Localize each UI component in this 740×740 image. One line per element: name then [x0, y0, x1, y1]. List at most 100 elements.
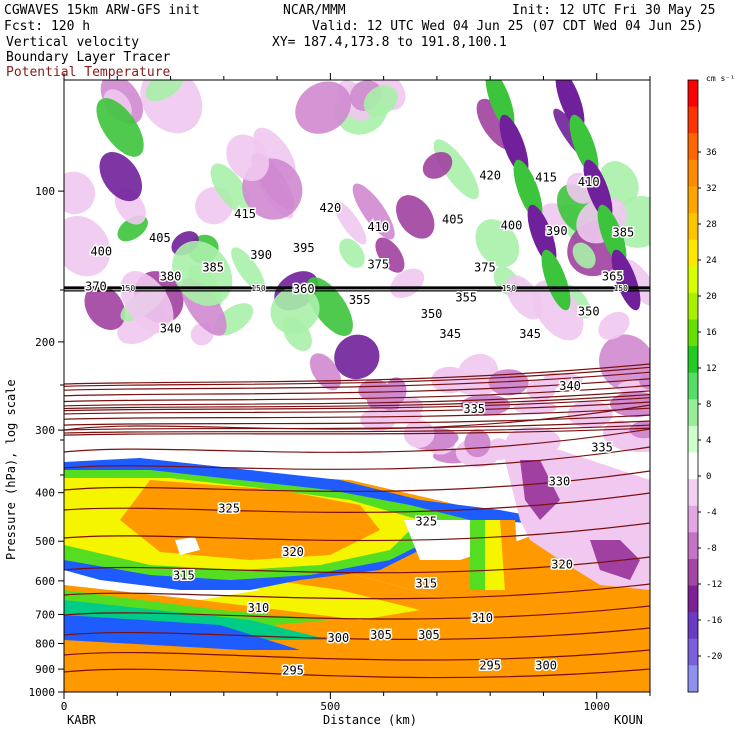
- theta-contour: [64, 668, 650, 679]
- colorbar-swatch: [688, 665, 698, 693]
- theta-contour: [64, 407, 650, 420]
- colorbar-swatch: [688, 266, 698, 294]
- theta-contour: [64, 378, 650, 397]
- theta-contour: [64, 583, 650, 600]
- wave-train-cell: [485, 80, 515, 131]
- theta-contour: [64, 627, 650, 640]
- theta-label: 410: [578, 175, 600, 189]
- colorbar-label: 28: [706, 220, 717, 230]
- theta-label: 420: [479, 168, 501, 182]
- field-boundary-layer-tracer: Boundary Layer Tracer: [6, 50, 171, 65]
- theta-label: 320: [551, 558, 573, 572]
- colorbar-label: 16: [706, 328, 717, 338]
- theta-label: 325: [415, 515, 437, 529]
- y-tick-label: 600: [35, 575, 55, 588]
- theta-label: 330: [549, 475, 571, 489]
- theta-label: 375: [367, 257, 389, 271]
- theta-label: 340: [559, 379, 581, 393]
- wave-cell: [84, 284, 126, 330]
- theta-contour: [64, 522, 650, 542]
- theta-label: 415: [234, 207, 256, 221]
- colorbar-swatch: [688, 213, 698, 241]
- theta-label: 370: [85, 279, 107, 293]
- theta-contour-labels: 420 415 410 405 400 390 395 385 380 375 370 420 415 4…: [84, 167, 636, 679]
- theta-label: 315: [415, 576, 437, 590]
- theta-contour: [64, 366, 650, 387]
- valid-time: Valid: 12 UTC Wed 04 Jun 25 (07 CDT Wed …: [312, 19, 704, 34]
- colorbar-label: -4: [706, 508, 717, 518]
- theta-contour: [64, 428, 650, 453]
- theta-label: 345: [519, 327, 541, 341]
- y-tick-label: 400: [35, 487, 55, 500]
- colorbar-label: -12: [706, 580, 722, 590]
- tropopause-cell: [360, 408, 397, 432]
- theta-label: 305: [370, 628, 392, 642]
- wave-train-cell: [597, 204, 627, 266]
- wave-cell: [475, 219, 520, 268]
- wave-cell: [352, 183, 395, 240]
- tropopause-cell: [613, 435, 650, 453]
- wave-cell: [505, 275, 543, 320]
- white-cell: [175, 537, 200, 555]
- theta-label: 340: [160, 321, 182, 335]
- wave-cell: [96, 98, 144, 157]
- theta-contour: [64, 424, 650, 434]
- wave-cell: [282, 317, 312, 352]
- wave-train-cell: [583, 159, 613, 221]
- theta-contour: [64, 371, 650, 391]
- theta-label: 405: [442, 213, 464, 227]
- colorbar-label: -8: [706, 544, 717, 554]
- wave-cell: [612, 195, 650, 248]
- wave-cell: [422, 151, 453, 179]
- theta-contour: [64, 605, 650, 620]
- theta-label: 390: [250, 248, 272, 262]
- colorbar-label: -16: [706, 616, 722, 626]
- wave-train-cell: [513, 159, 543, 221]
- grid-150-label: 150: [502, 284, 517, 293]
- theta-label: 360: [293, 282, 315, 296]
- y-tick-label: 100: [35, 185, 55, 198]
- descent-core-1: [520, 460, 560, 520]
- grid-150-label: 150: [251, 284, 266, 293]
- theta-label: 310: [248, 601, 270, 615]
- theta-label: 385: [202, 260, 224, 274]
- wave-cell: [375, 237, 405, 273]
- column-green: [470, 520, 485, 590]
- theta-contour: [64, 556, 650, 574]
- theta-contour: [64, 390, 650, 407]
- theta-contour: [64, 401, 650, 415]
- theta-label: 395: [293, 241, 315, 255]
- wave-cell: [172, 240, 233, 306]
- colorbar-swatch: [688, 186, 698, 214]
- theta-label: 355: [349, 293, 371, 307]
- theta-label: 305: [418, 628, 440, 642]
- theta-label: 400: [501, 218, 523, 232]
- wave-cell: [64, 171, 96, 215]
- wave-cell: [231, 247, 266, 292]
- colorbar-swatch: [688, 106, 698, 134]
- colorbar-swatch: [688, 505, 698, 533]
- colorbar-swatch: [688, 346, 698, 374]
- grid-150-label: 150: [121, 284, 136, 293]
- wave-cell: [210, 163, 251, 214]
- theta-contours: [64, 286, 650, 679]
- wave-train-cell: [499, 114, 529, 176]
- tropopause-cell: [505, 426, 561, 457]
- tropopause-cell: [464, 429, 491, 458]
- colorbar-label: 0: [706, 472, 711, 482]
- left-station: KABR: [67, 713, 96, 727]
- theta-label: 315: [173, 568, 195, 582]
- theta-label: 350: [421, 307, 443, 321]
- wave-cell: [563, 284, 591, 319]
- wave-cell: [396, 195, 435, 239]
- theta-label: 350: [578, 305, 600, 319]
- y-tick-label: 700: [35, 608, 55, 621]
- tropopause-cell: [526, 378, 556, 401]
- theta-label: 295: [282, 663, 304, 677]
- colorbar-label: 32: [706, 184, 717, 194]
- wave-cell: [99, 151, 143, 202]
- colorbar-label: 20: [706, 292, 717, 302]
- y-tick-label: 800: [35, 637, 55, 650]
- colorbar-label: 4: [706, 436, 711, 446]
- colorbar-label: -20: [706, 652, 722, 662]
